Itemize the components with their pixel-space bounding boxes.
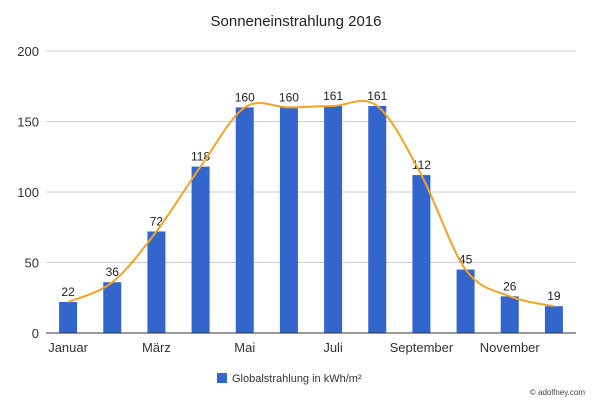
bars [59, 105, 563, 334]
data-label: 160 [279, 90, 299, 104]
y-tick-label: 100 [17, 185, 39, 200]
trend-curve [67, 99, 555, 308]
legend-label: Globalstrahlung in kWh/m² [232, 373, 362, 385]
x-tick-label: Januar [48, 340, 88, 355]
x-axis-ticks: Januar März Mai Juli September November [48, 340, 540, 355]
data-label: 22 [61, 285, 75, 299]
y-tick-label: 150 [17, 115, 39, 130]
x-tick-label: Mai [234, 340, 255, 355]
y-tick-label: 50 [25, 256, 39, 271]
bar [279, 107, 298, 334]
bar [235, 107, 254, 334]
bar [191, 166, 210, 333]
y-tick-label: 0 [32, 326, 39, 341]
gridlines [46, 50, 576, 263]
bar [368, 105, 387, 334]
x-tick-label: September [390, 340, 454, 355]
bar [59, 301, 78, 333]
bar [456, 269, 475, 333]
bar [147, 231, 166, 333]
y-tick-label: 200 [17, 44, 39, 59]
data-label: 26 [503, 279, 517, 293]
x-tick-label: November [480, 340, 541, 355]
data-label: 161 [367, 89, 387, 103]
y-axis-ticks: 0 50 100 150 200 [17, 44, 39, 341]
bar [544, 306, 563, 333]
legend-swatch [217, 373, 227, 383]
x-tick-label: Juli [323, 340, 343, 355]
bar [103, 282, 122, 333]
legend: Globalstrahlung in kWh/m² [217, 373, 362, 385]
data-label: 36 [106, 265, 120, 279]
bar [412, 175, 431, 333]
x-tick-label: März [142, 340, 171, 355]
data-label: 112 [412, 158, 431, 172]
bar [500, 296, 519, 333]
credit-text: © adolfney.com [530, 388, 585, 397]
data-label: 161 [323, 89, 343, 103]
data-label: 45 [459, 253, 473, 267]
chart-title: Sonneneinstrahlung 2016 [211, 13, 382, 30]
data-label: 19 [547, 289, 561, 303]
bar [324, 105, 343, 334]
data-label: 160 [235, 90, 255, 104]
